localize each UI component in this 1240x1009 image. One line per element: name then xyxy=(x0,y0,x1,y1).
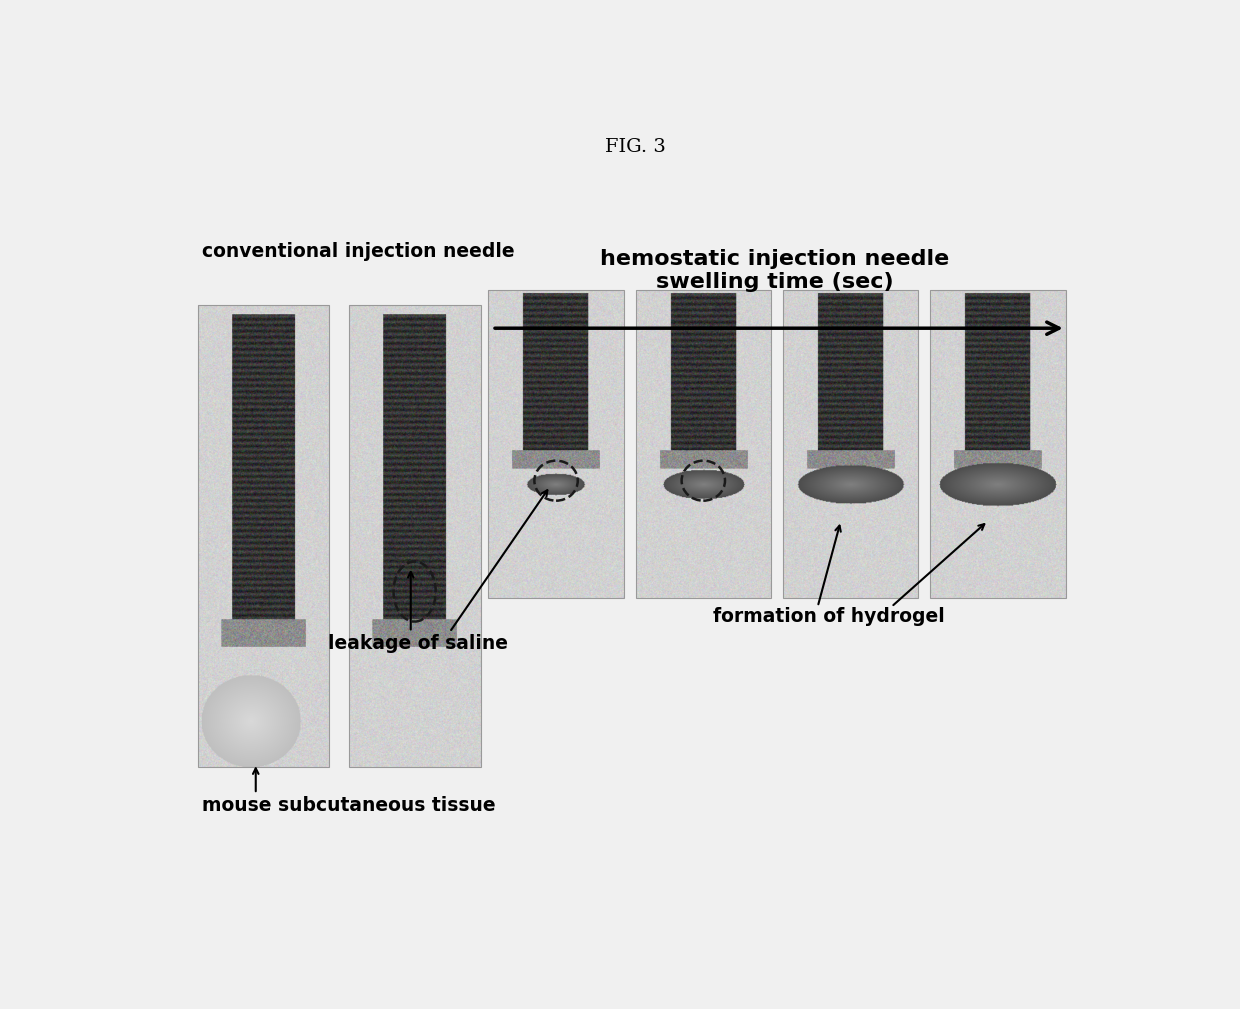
Text: conventional injection needle: conventional injection needle xyxy=(201,242,515,260)
Text: formation of hydrogel: formation of hydrogel xyxy=(713,607,945,627)
Text: swelling time (sec): swelling time (sec) xyxy=(656,272,894,292)
Bar xyxy=(489,290,624,597)
Bar xyxy=(782,290,919,597)
Text: hemostatic injection needle: hemostatic injection needle xyxy=(600,249,950,269)
Text: mouse subcutaneous tissue: mouse subcutaneous tissue xyxy=(201,796,495,815)
Bar xyxy=(930,290,1065,597)
Bar xyxy=(348,305,481,767)
Bar xyxy=(197,305,330,767)
Text: leakage of saline: leakage of saline xyxy=(329,635,508,654)
Text: FIG. 3: FIG. 3 xyxy=(605,138,666,156)
Bar xyxy=(635,290,771,597)
